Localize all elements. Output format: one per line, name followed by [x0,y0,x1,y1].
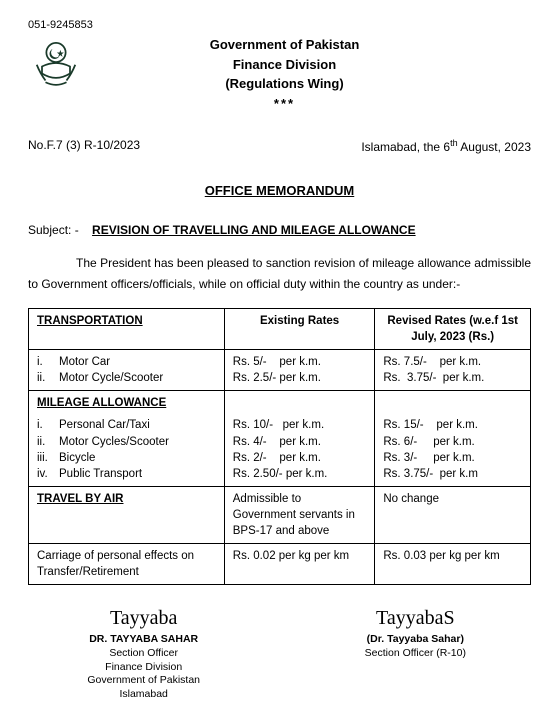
header-stars: *** [94,94,475,114]
header-org: Government of Pakistan Finance Division … [94,35,531,113]
subject-label: Subject: - [28,223,79,237]
subject-line: Subject: - REVISION OF TRAVELLING AND MI… [28,222,531,239]
transport-heading: TRANSPORTATION [37,315,143,327]
phone-number: 051-9245853 [28,18,531,33]
signatures: Tayyaba DR. TAYYABA SAHAR Section Office… [28,605,531,701]
reference-number: No.F.7 (3) R-10/2023 [28,137,140,156]
signature-right: TayyabaS (Dr. Tayyaba Sahar) Section Off… [300,605,531,701]
travel-air-heading: TRAVEL BY AIR [37,493,123,505]
reference-row: No.F.7 (3) R-10/2023 Islamabad, the 6th … [28,137,531,156]
letterhead: Government of Pakistan Finance Division … [28,35,531,113]
signature-left: Tayyaba DR. TAYYABA SAHAR Section Office… [28,605,259,701]
transport-rows: i.Motor Car ii.Motor Cycle/Scooter Rs. 5… [29,350,531,391]
col-existing: Existing Rates [224,308,375,349]
carriage-row: Carriage of personal effects on Transfer… [29,544,531,585]
body-paragraph: The President has been pleased to sancti… [28,253,531,294]
header-line-3: (Regulations Wing) [94,74,475,94]
rates-table: TRANSPORTATION Existing Rates Revised Ra… [28,308,531,585]
mileage-rows: MILEAGE ALLOWANCE i.Personal Car/Taxi ii… [29,391,531,486]
signature-scribble-left: Tayyaba [28,605,259,631]
header-line-2: Finance Division [94,55,475,75]
mileage-heading: MILEAGE ALLOWANCE [37,397,166,409]
header-line-1: Government of Pakistan [94,35,475,55]
table-header-row: TRANSPORTATION Existing Rates Revised Ra… [29,308,531,349]
memo-title: OFFICE MEMORANDUM [28,182,531,200]
travel-air-row: TRAVEL BY AIR Admissible to Government s… [29,486,531,543]
date: Islamabad, the 6th August, 2023 [361,137,531,156]
state-emblem-icon [28,35,84,91]
signature-scribble-right: TayyabaS [300,605,531,631]
subject-text: REVISION OF TRAVELLING AND MILEAGE ALLOW… [92,223,416,237]
col-revised: Revised Rates (w.e.f 1st July, 2023 (Rs.… [375,308,531,349]
